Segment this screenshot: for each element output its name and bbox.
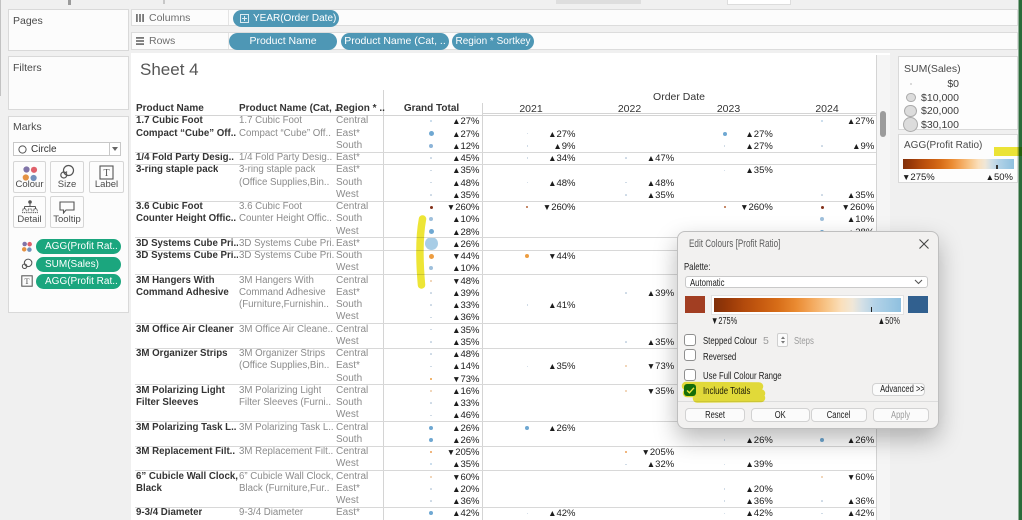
svg-text:T: T <box>103 168 109 179</box>
svg-text:T: T <box>24 277 29 286</box>
